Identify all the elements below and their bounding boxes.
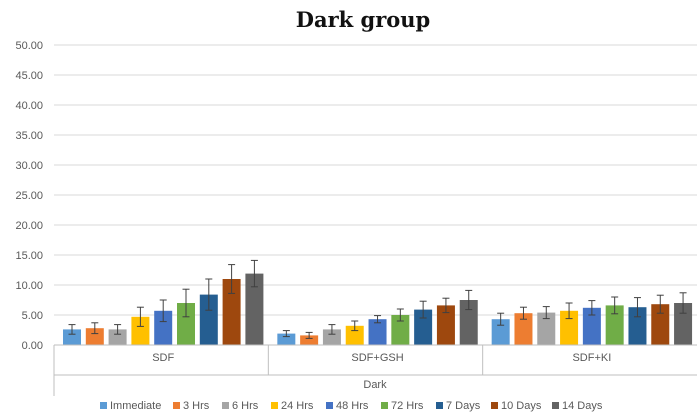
legend-swatch <box>381 402 388 409</box>
bar <box>491 319 510 345</box>
legend-swatch <box>491 402 498 409</box>
bar <box>459 300 478 345</box>
y-tick-label: 15.00 <box>15 250 43 262</box>
x-tick-label: SDF+GSH <box>351 352 403 364</box>
bar <box>300 335 319 345</box>
legend-label: 72 Hrs <box>391 400 424 412</box>
y-tick-label: 20.00 <box>15 220 43 232</box>
x-tick-label: SDF <box>152 352 174 364</box>
bar <box>674 303 693 345</box>
y-tick-label: 0.00 <box>22 340 43 352</box>
bar <box>85 328 104 345</box>
bar <box>436 305 455 345</box>
y-axis: 0.00 5.00 10.00 15.00 20.00 25.00 30.00 35.00 40… <box>15 40 43 352</box>
bar <box>560 310 579 345</box>
bar <box>651 304 670 345</box>
x-tick-label: SDF+KI <box>572 352 611 364</box>
bar <box>582 307 601 345</box>
x-axis: SDF SDF+GSH SDF+KI <box>53 344 697 396</box>
legend-label: 10 Days <box>501 400 542 412</box>
group-label: Dark <box>363 379 387 391</box>
y-tick-label: 45.00 <box>15 70 43 82</box>
legend-label: 3 Hrs <box>183 400 210 412</box>
bar <box>245 273 264 345</box>
bar <box>414 309 433 345</box>
bar <box>63 329 81 345</box>
bar <box>222 279 241 345</box>
bar <box>131 316 150 345</box>
legend-label: 7 Days <box>446 400 481 412</box>
y-tick-label: 40.00 <box>15 100 43 112</box>
legend-swatch <box>222 402 229 409</box>
legend: Immediate 3 Hrs 6 Hrs 24 Hrs 48 Hrs 72 Hrs 7 D… <box>100 400 603 412</box>
bar <box>108 329 127 345</box>
legend-label: 24 Hrs <box>281 400 314 412</box>
bar <box>322 329 341 345</box>
bar <box>154 310 173 345</box>
bar <box>177 303 195 345</box>
bar <box>537 312 556 345</box>
bar <box>391 315 410 345</box>
gridlines <box>54 44 697 316</box>
bar <box>628 307 647 345</box>
bar <box>514 313 533 345</box>
legend-label: 6 Hrs <box>232 400 259 412</box>
legend-label: 48 Hrs <box>336 400 369 412</box>
legend-swatch <box>326 402 333 409</box>
plot-area <box>63 259 693 345</box>
legend-swatch <box>173 402 180 409</box>
bar <box>368 319 387 345</box>
legend-label: 14 Days <box>562 400 603 412</box>
y-tick-label: 35.00 <box>15 130 43 142</box>
legend-swatch <box>436 402 443 409</box>
legend-label: Immediate <box>110 400 161 412</box>
bar <box>199 294 218 345</box>
y-tick-label: 25.00 <box>15 190 43 202</box>
y-tick-label: 30.00 <box>15 160 43 172</box>
y-tick-label: 50.00 <box>15 40 43 52</box>
bar <box>605 305 624 345</box>
y-tick-label: 10.00 <box>15 280 43 292</box>
legend-swatch <box>100 402 107 409</box>
bar <box>345 325 364 345</box>
y-tick-label: 5.00 <box>22 310 43 322</box>
legend-swatch <box>552 402 559 409</box>
legend-swatch <box>271 402 278 409</box>
bar <box>277 333 296 345</box>
chart-title: Dark group <box>296 7 430 32</box>
